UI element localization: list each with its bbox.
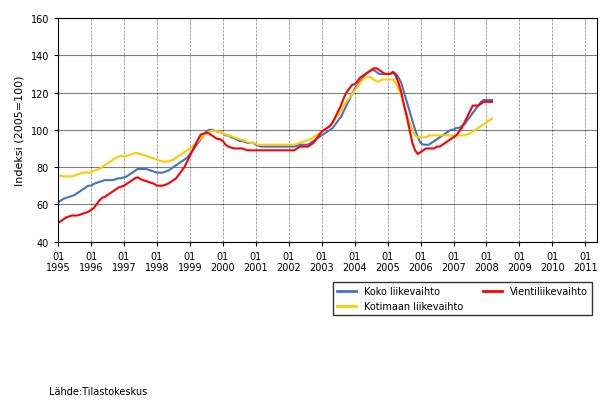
Text: Lähde:Tilastokeskus: Lähde:Tilastokeskus <box>49 387 147 396</box>
Legend: Koko liikevaihto, Kotimaan liikevaihto, Vientiliikevaihto: Koko liikevaihto, Kotimaan liikevaihto, … <box>333 282 592 315</box>
Y-axis label: Indeksi (2005=100): Indeksi (2005=100) <box>15 75 25 185</box>
